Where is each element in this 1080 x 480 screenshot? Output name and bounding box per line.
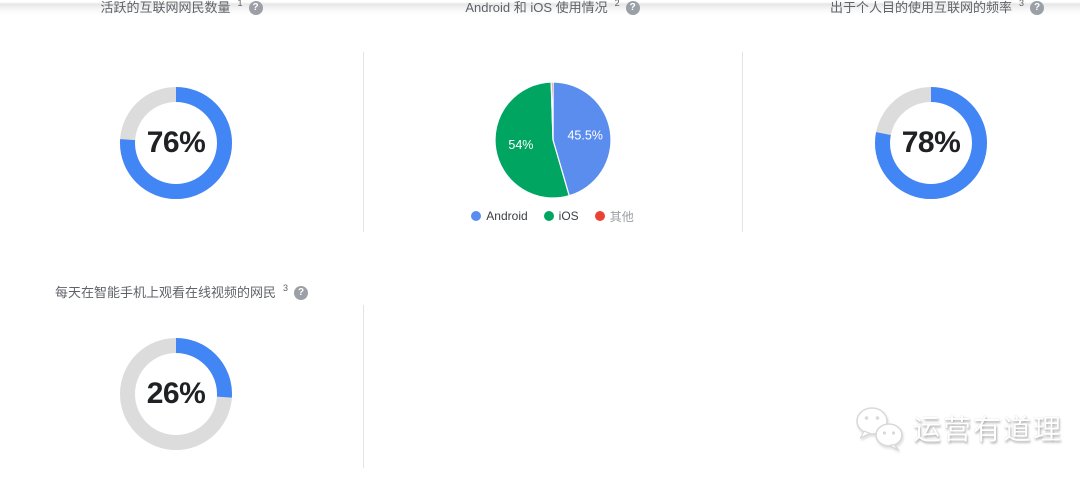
- card-title-text: Android 和 iOS 使用情况: [465, 0, 608, 15]
- column-divider: [363, 52, 364, 232]
- card-title-text: 出于个人目的使用互联网的频率: [829, 0, 1012, 15]
- footnote-superscript: 3: [1019, 0, 1025, 8]
- svg-text:54%: 54%: [508, 138, 533, 152]
- donut-chart-personal-internet-frequency: 78%: [871, 83, 991, 203]
- help-icon[interactable]: ?: [1030, 1, 1045, 15]
- card-title-os-usage: Android 和 iOS 使用情况 2 ?: [363, 0, 742, 16]
- legend-label: iOS: [558, 209, 579, 223]
- card-title-active-internet-users: 活跃的互联网网民数量 1 ?: [0, 0, 363, 16]
- donut-chart-active-internet-users: 76%: [116, 83, 236, 203]
- donut-value: 76%: [146, 126, 206, 159]
- card-title-personal-internet-frequency: 出于个人目的使用互联网的频率 3 ?: [768, 0, 1080, 16]
- legend-dot-other: [594, 211, 605, 221]
- footnote-superscript: 1: [237, 0, 243, 8]
- footnote-superscript: 2: [614, 0, 620, 8]
- svg-text:45.5%: 45.5%: [567, 128, 602, 142]
- legend-label: 其他: [609, 209, 634, 224]
- wechat-icon: [856, 407, 903, 451]
- legend-label: Android: [486, 209, 528, 223]
- pie-slices: 45.5% 54%: [494, 81, 612, 199]
- help-icon[interactable]: ?: [625, 1, 640, 15]
- help-icon[interactable]: ?: [294, 286, 309, 300]
- donut-ring: [120, 338, 232, 450]
- card-title-text: 每天在智能手机上观看在线视频的网民: [54, 285, 276, 300]
- donut-chart-daily-mobile-video-viewers: 26%: [116, 334, 236, 454]
- legend-item-other[interactable]: 其他: [594, 208, 634, 225]
- donut-value: 78%: [901, 126, 961, 159]
- donut-value: 26%: [146, 377, 206, 410]
- column-divider: [363, 305, 364, 468]
- pie-legend: Android iOS 其他: [363, 208, 742, 224]
- legend-dot-ios: [543, 211, 554, 221]
- card-title-daily-mobile-video-viewers: 每天在智能手机上观看在线视频的网民 3 ?: [0, 283, 363, 301]
- watermark-text: 运营有道理: [913, 415, 1064, 446]
- legend-dot-android: [471, 211, 482, 221]
- footnote-superscript: 3: [283, 283, 289, 293]
- donut-ring: [875, 87, 987, 199]
- legend-item-android[interactable]: Android: [471, 209, 528, 223]
- donut-ring: [120, 87, 232, 199]
- pie-chart-os-usage: 45.5% 54%: [493, 80, 613, 200]
- column-divider: [742, 52, 743, 232]
- legend-item-ios[interactable]: iOS: [543, 209, 579, 223]
- card-title-text: 活跃的互联网网民数量: [100, 0, 231, 15]
- help-icon[interactable]: ?: [248, 1, 263, 15]
- watermark: 运营有道理: [853, 404, 1063, 452]
